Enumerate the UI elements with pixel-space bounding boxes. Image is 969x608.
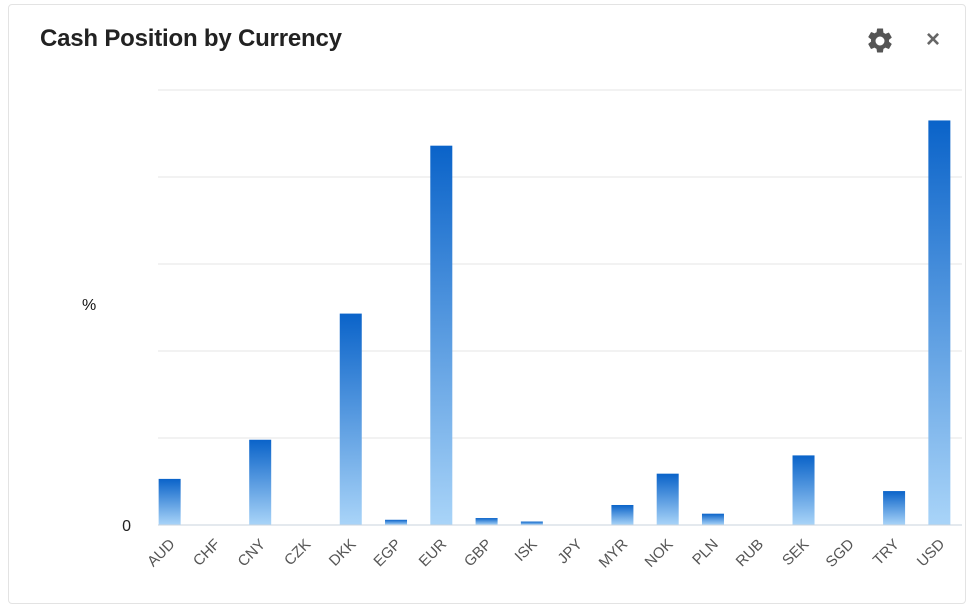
bar-sek[interactable] xyxy=(792,455,815,525)
bar-gbp[interactable] xyxy=(475,518,498,525)
bar-usd[interactable] xyxy=(928,120,951,525)
x-tick-label-aud: AUD xyxy=(144,536,179,571)
x-tick-label-sek: SEK xyxy=(779,536,812,569)
y-axis-label: % xyxy=(82,297,97,314)
bar-egp[interactable] xyxy=(385,519,408,525)
x-tick-label-pln: PLN xyxy=(689,536,722,569)
x-tick-label-egp: EGP xyxy=(370,536,404,570)
x-tick-label-myr: MYR xyxy=(596,536,632,572)
bar-pln[interactable] xyxy=(701,513,724,525)
gear-icon[interactable] xyxy=(865,26,895,56)
bar-eur[interactable] xyxy=(430,145,453,525)
x-tick-label-rub: RUB xyxy=(733,536,767,570)
x-tick-label-gbp: GBP xyxy=(461,536,495,570)
bar-cny[interactable] xyxy=(249,439,272,525)
x-tick-label-sgd: SGD xyxy=(823,536,858,571)
bar-try[interactable] xyxy=(883,491,906,525)
x-tick-label-dkk: DKK xyxy=(326,536,360,570)
x-tick-label-isk: ISK xyxy=(512,536,541,565)
y-tick-label: 0 xyxy=(122,518,131,535)
bar-dkk[interactable] xyxy=(339,313,362,525)
x-tick-label-try: TRY xyxy=(870,536,903,569)
bar-aud[interactable] xyxy=(158,478,181,525)
x-tick-label-cny: CNY xyxy=(235,536,269,570)
x-tick-label-jpy: JPY xyxy=(554,536,585,567)
bar-myr[interactable] xyxy=(611,504,634,525)
x-tick-label-czk: CZK xyxy=(281,536,314,569)
widget-title: Cash Position by Currency xyxy=(40,25,342,52)
x-tick-label-chf: CHF xyxy=(190,536,224,570)
bar-isk[interactable] xyxy=(520,521,543,525)
close-icon[interactable]: × xyxy=(925,26,940,53)
bar-nok[interactable] xyxy=(656,473,679,525)
x-tick-label-eur: EUR xyxy=(416,536,451,571)
x-tick-label-nok: NOK xyxy=(642,536,677,571)
x-tick-label-usd: USD xyxy=(914,536,949,571)
